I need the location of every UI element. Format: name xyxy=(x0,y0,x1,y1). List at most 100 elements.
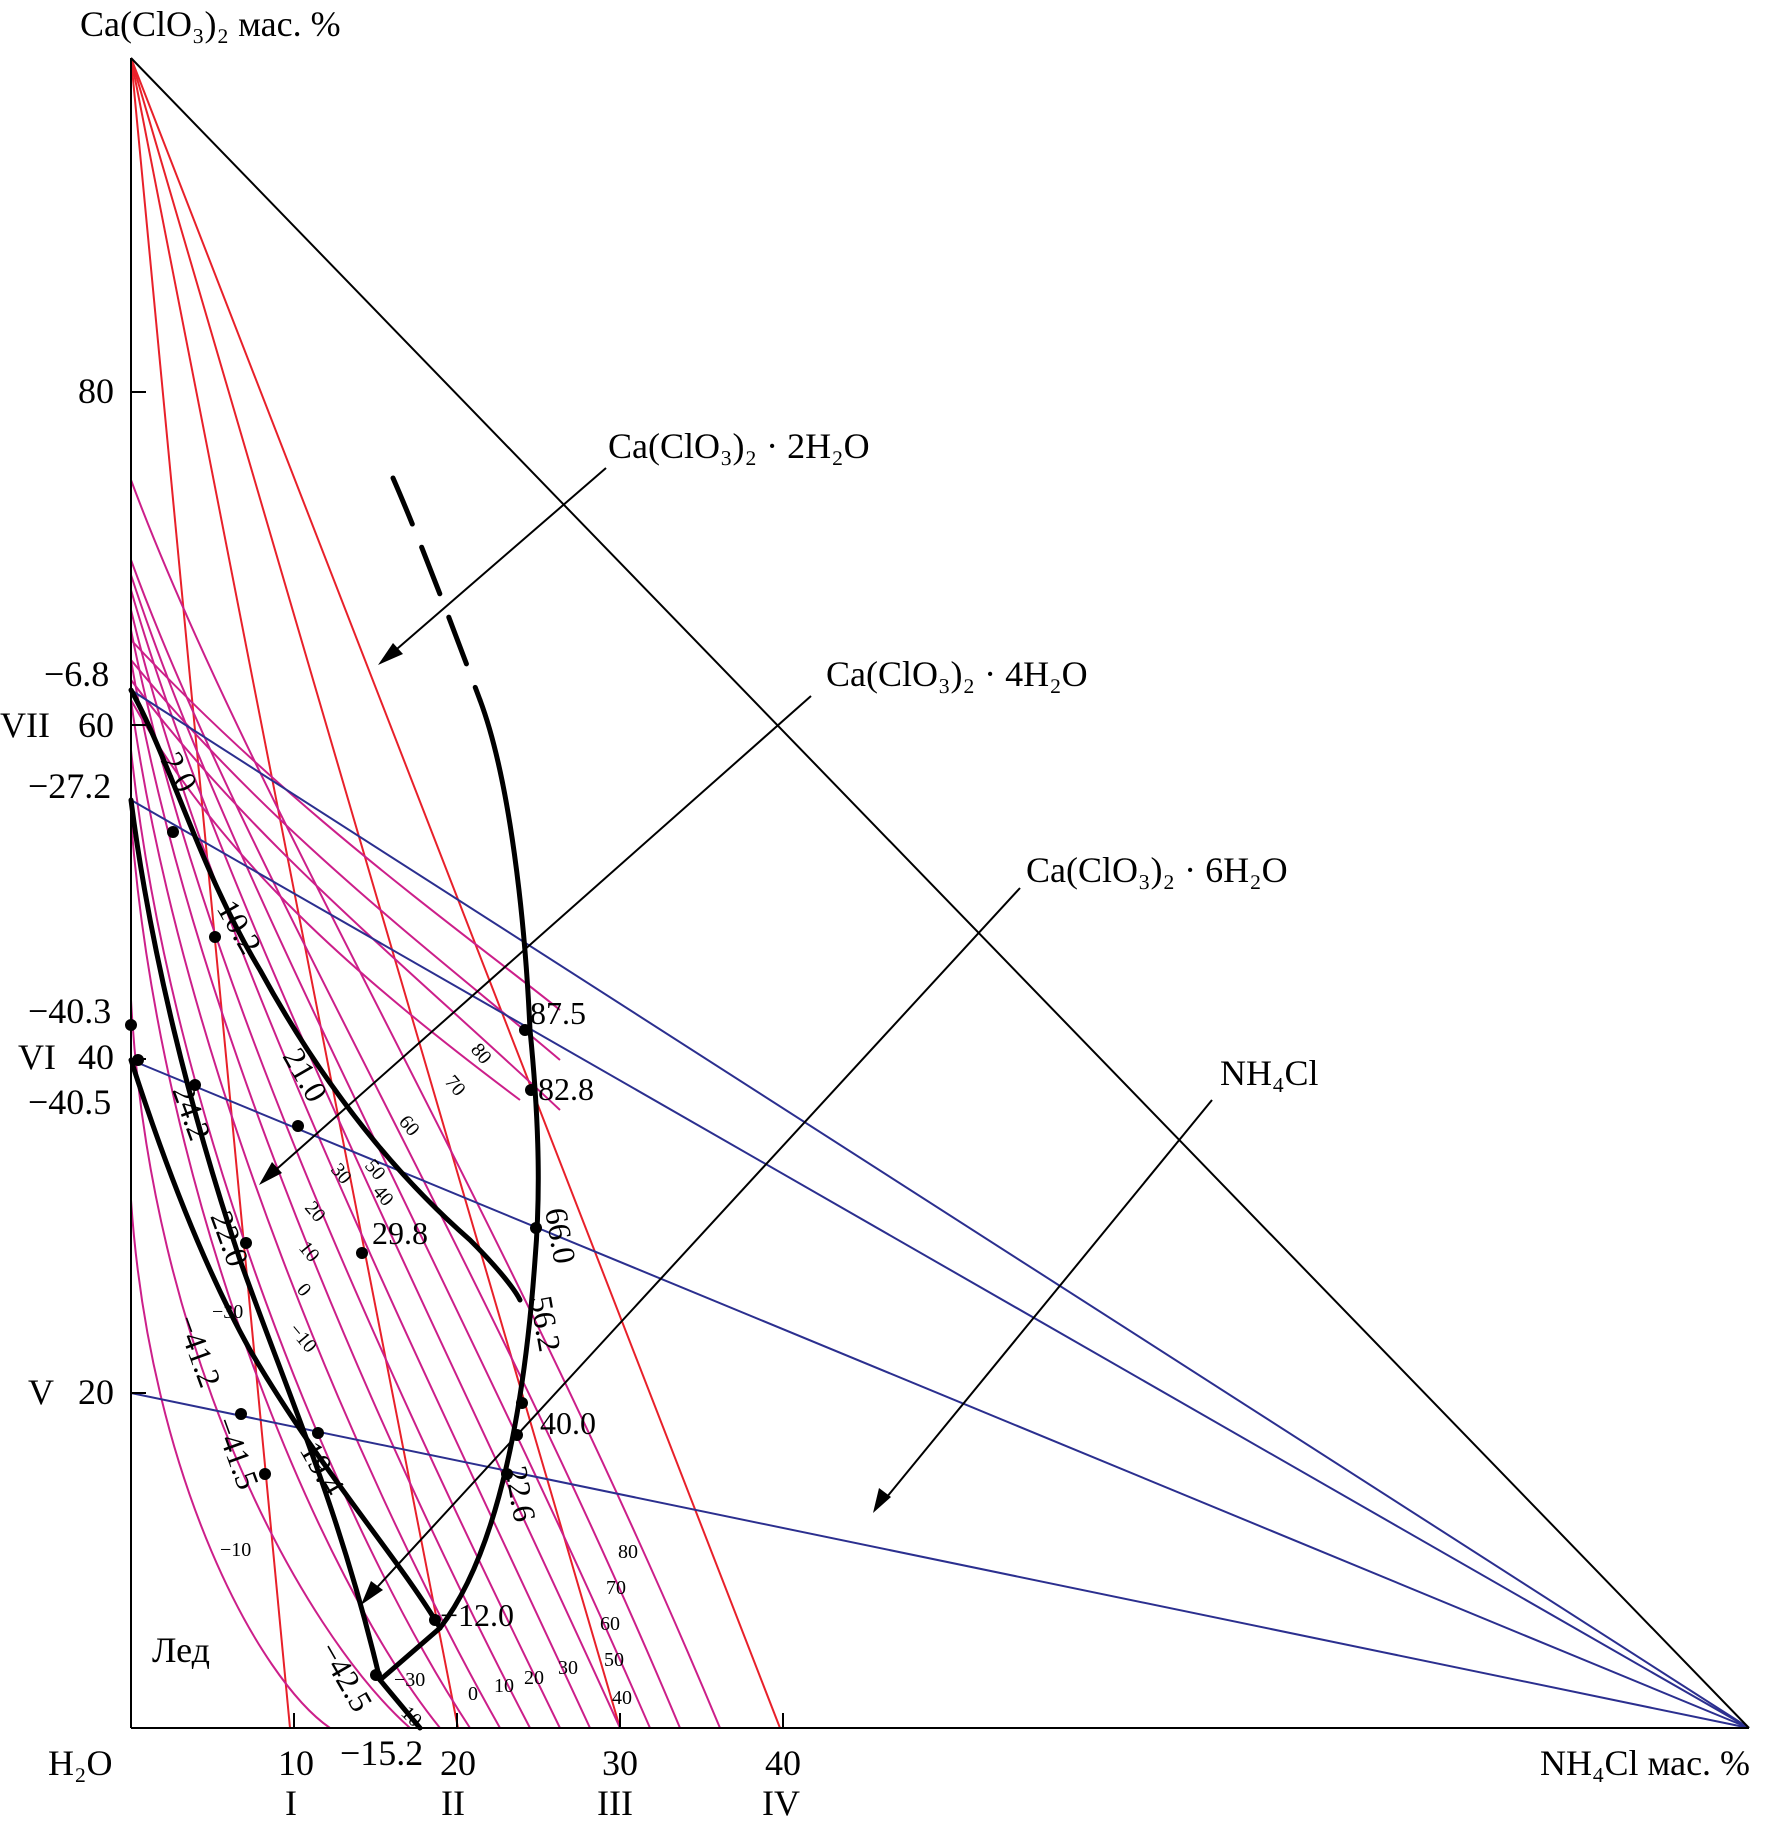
point-marker xyxy=(132,1054,144,1066)
x-tick-label: 20 xyxy=(440,1743,476,1783)
arrowhead-icon xyxy=(361,1581,383,1605)
blue-ray-upper xyxy=(130,689,1750,1729)
x-section-label: I xyxy=(285,1783,297,1823)
blue-ray-V xyxy=(130,1392,1750,1729)
point-marker xyxy=(525,1084,537,1096)
y-section-label: V xyxy=(28,1372,54,1412)
point-label: 29.8 xyxy=(372,1215,428,1251)
isotherm-label: 80 xyxy=(466,1039,496,1068)
isotherm-label: 20 xyxy=(524,1667,544,1689)
isotherm-label: 60 xyxy=(600,1613,620,1635)
y-tick-label: 40 xyxy=(78,1037,114,1077)
phase-arrows xyxy=(269,467,1213,1596)
boundary-vertical xyxy=(437,697,541,1631)
y-tick-label: 20 xyxy=(78,1372,114,1412)
isotherm-label: 40 xyxy=(612,1687,632,1709)
y-tick-label: 80 xyxy=(78,371,114,411)
isotherm-curve xyxy=(130,574,651,1729)
axis-ticks xyxy=(131,391,784,1728)
boundary-middle xyxy=(128,1057,443,1631)
isotherm-label: 70 xyxy=(606,1577,626,1599)
y-temp-label: −40.5 xyxy=(28,1082,111,1122)
phase-label-tetrahydrate: Ca(ClO₃)₂ · 4H₂O xyxy=(826,654,1088,694)
phase-label-nh4cl: NH₄Cl xyxy=(1220,1053,1319,1093)
y-section-label: VII xyxy=(0,705,50,745)
arrow-dihydrate xyxy=(389,467,607,656)
point-marker xyxy=(125,1019,137,1031)
point-marker xyxy=(356,1247,368,1259)
isotherm-curve xyxy=(130,629,561,1729)
x-axis-title: NH₄Cl мас. % xyxy=(1540,1743,1750,1783)
red-ray-III xyxy=(130,57,621,1729)
hypotenuse-line xyxy=(130,57,1750,1729)
boundary-lower xyxy=(128,797,423,1731)
point-label: 22.0 xyxy=(203,1206,256,1271)
point-label: −41.5 xyxy=(207,1412,266,1494)
isotherm-label: −10 xyxy=(284,1319,321,1357)
x-tick-label: 30 xyxy=(602,1743,638,1783)
blue-ray-VII xyxy=(130,799,1750,1729)
red-ray-I xyxy=(130,57,291,1729)
point-label: 66.0 xyxy=(538,1205,583,1266)
point-marker xyxy=(240,1237,252,1249)
x-tick-label: 10 xyxy=(278,1743,314,1783)
point-marker xyxy=(370,1669,382,1681)
x-section-label: III xyxy=(597,1783,633,1823)
point-marker xyxy=(501,1468,513,1480)
point-marker xyxy=(292,1120,304,1132)
isotherm-curve xyxy=(130,999,411,1729)
boundary-diag xyxy=(377,1625,443,1683)
isotherm-label: 10 xyxy=(294,1237,324,1266)
point-label: 40.0 xyxy=(540,1405,596,1441)
red-ray-IV xyxy=(130,57,781,1729)
isotherm-curve xyxy=(130,679,561,1111)
isotherm-label: −30 xyxy=(394,1669,425,1691)
isotherm-label: 0 xyxy=(292,1279,315,1301)
arrow-heads xyxy=(259,643,891,1605)
phase-label-hexahydrate: Ca(ClO₃)₂ · 6H₂O xyxy=(1026,850,1288,890)
arrow-hexahydrate xyxy=(369,887,1021,1596)
origin-label: H₂O xyxy=(48,1743,113,1783)
x-tick-label: 40 xyxy=(765,1743,801,1783)
boundary-dashed xyxy=(390,475,483,703)
y-temp-label: −40.3 xyxy=(28,991,111,1031)
point-label: 87.5 xyxy=(530,995,586,1031)
phase-label-dihydrate: Ca(ClO₃)₂ · 2H₂O xyxy=(608,426,870,466)
point-marker xyxy=(312,1427,324,1439)
point-label: −19.4 xyxy=(284,1420,352,1502)
point-marker xyxy=(516,1397,528,1409)
point-marker xyxy=(519,1024,531,1036)
x-section-label: IV xyxy=(762,1783,800,1823)
point-marker xyxy=(235,1408,247,1420)
point-label: 10.2 xyxy=(210,894,269,960)
isotherm-curve xyxy=(130,609,591,1729)
isotherm-label: 70 xyxy=(440,1071,470,1100)
point-marker xyxy=(209,931,221,943)
phase-boundaries xyxy=(128,475,541,1731)
isotherm-curve xyxy=(130,589,621,1729)
point-marker xyxy=(259,1468,271,1480)
phase-label-ice: Лед xyxy=(152,1630,210,1670)
arrow-nh4cl xyxy=(881,1099,1213,1504)
triangle-frame xyxy=(130,57,1750,1729)
isotherm-label: 80 xyxy=(618,1541,638,1563)
point-label: −12.0 xyxy=(440,1597,514,1633)
x-extra-label: −15.2 xyxy=(340,1733,423,1773)
point-label: 56.2 xyxy=(523,1293,568,1354)
y-axis-title: Ca(ClO₃)₂ мас. % xyxy=(80,4,341,44)
isotherm-curve xyxy=(130,749,471,1729)
isotherm-label: −30 xyxy=(212,1301,243,1323)
point-label: 82.8 xyxy=(538,1071,594,1107)
y-temp-label: −27.2 xyxy=(28,766,111,806)
isotherm-curve xyxy=(130,819,441,1729)
isotherm-label: −10 xyxy=(220,1539,251,1561)
isotherm-label: 40 xyxy=(368,1181,398,1210)
point-label: 24.2 xyxy=(165,1080,218,1145)
point-marker xyxy=(189,1079,201,1091)
point-marker xyxy=(167,826,179,838)
isotherm-curve xyxy=(130,699,521,1101)
isotherm-label: 30 xyxy=(558,1657,578,1679)
isotherm-label: 0 xyxy=(468,1683,478,1705)
point-marker xyxy=(530,1222,542,1234)
